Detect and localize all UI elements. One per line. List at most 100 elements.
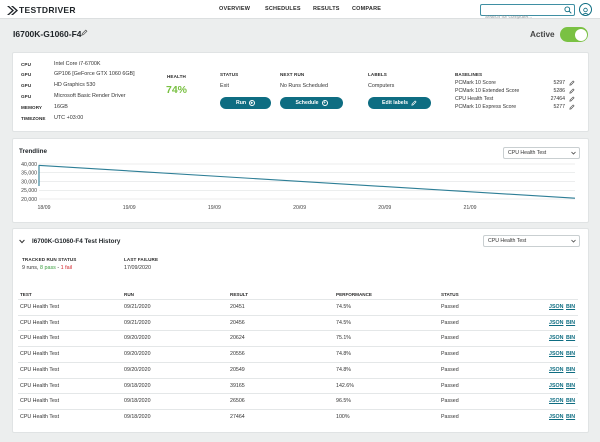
column-header: RUN bbox=[124, 292, 134, 297]
baseline-row: PCMark 10 Express Score 5277 bbox=[455, 104, 575, 111]
tracked-separator: - bbox=[55, 265, 61, 271]
logo-arrow-icon bbox=[7, 5, 18, 15]
tracked-runs-text: 9 runs, bbox=[22, 265, 40, 271]
cell-result: 20549 bbox=[230, 366, 245, 373]
table-row: CPU Health Test 09/20/2020 20556 74.8% Passe… bbox=[18, 346, 578, 361]
nav-results[interactable]: RESULTS bbox=[313, 6, 340, 12]
baseline-name: PCMark 10 Score bbox=[455, 80, 496, 86]
edit-pencil-icon bbox=[411, 100, 417, 106]
page-title: I6700K-G1060-F4 bbox=[13, 29, 82, 39]
testdriver-logo[interactable]: TESTDRIVER bbox=[7, 4, 76, 16]
table-row: CPU Health Test 09/18/2020 27464 100% Passed… bbox=[18, 408, 578, 424]
bin-link[interactable]: BIN bbox=[566, 335, 576, 342]
table-row: CPU Health Test 09/20/2020 20624 75.1% Passe… bbox=[18, 330, 578, 345]
tracked-run-status-value: 9 runs, 8 pass - 1 fail bbox=[22, 265, 72, 271]
json-link[interactable]: JSON bbox=[549, 382, 564, 389]
active-toggle[interactable] bbox=[560, 27, 588, 42]
search-input[interactable] bbox=[481, 12, 563, 23]
computer-info-card: CPU Intel Core i7-6700K GPU GP106 [GeFor… bbox=[12, 52, 589, 132]
logo-text: TESTDRIVER bbox=[19, 5, 76, 15]
spec-value: HD Graphics 530 bbox=[54, 82, 96, 88]
baseline-name: CPU Health Test bbox=[455, 96, 494, 102]
nav-compare[interactable]: COMPARE bbox=[352, 6, 382, 12]
bin-link[interactable]: BIN bbox=[566, 382, 576, 389]
x-tick-label: 20/09 bbox=[378, 205, 391, 211]
bin-link[interactable]: BIN bbox=[566, 351, 576, 358]
next-run-label: NEXT RUN bbox=[280, 72, 305, 77]
cell-result: 20624 bbox=[230, 335, 245, 342]
cell-run: 09/18/2020 bbox=[124, 382, 151, 389]
column-header: TEST bbox=[20, 292, 32, 297]
cell-run: 09/18/2020 bbox=[124, 398, 151, 405]
y-tick-label: 30,000 bbox=[21, 179, 37, 185]
bin-link[interactable]: BIN bbox=[566, 366, 576, 373]
cell-performance: 100% bbox=[336, 413, 350, 420]
column-header: PERFORMANCE bbox=[336, 292, 372, 297]
json-link[interactable]: JSON bbox=[549, 304, 564, 310]
search-icon[interactable] bbox=[564, 6, 572, 14]
table-row: CPU Health Test 09/18/2020 26506 96.5% Passe… bbox=[18, 393, 578, 408]
baseline-score: 27464 bbox=[550, 96, 565, 102]
cell-run: 09/20/2020 bbox=[124, 335, 151, 342]
edit-pencil-icon[interactable] bbox=[569, 80, 575, 86]
next-run-value: No Runs Scheduled bbox=[280, 83, 328, 89]
tracked-run-status-label: TRACKED RUN STATUS bbox=[22, 257, 77, 262]
x-tick-label: 20/09 bbox=[293, 205, 306, 211]
table-row: CPU Health Test 09/21/2020 20456 74.5% Passe… bbox=[18, 314, 578, 330]
cell-result: 20556 bbox=[230, 351, 245, 358]
trendline-card bbox=[12, 138, 589, 223]
collapse-chevron-icon[interactable] bbox=[19, 239, 25, 244]
baseline-score: 5297 bbox=[553, 80, 565, 86]
edit-pencil-icon[interactable] bbox=[569, 88, 575, 94]
json-link[interactable]: JSON bbox=[549, 366, 564, 373]
play-icon: ▸ bbox=[249, 99, 256, 106]
history-test-select[interactable]: CPU Health Test bbox=[483, 235, 580, 247]
trendline-test-select[interactable]: CPU Health Test bbox=[503, 147, 580, 159]
edit-labels-button[interactable]: Edit labels bbox=[368, 97, 431, 109]
table-row: CPU Health Test 09/20/2020 20549 74.8% Passe… bbox=[18, 361, 578, 377]
cell-run: 09/21/2020 bbox=[124, 304, 151, 310]
bin-link[interactable]: BIN bbox=[566, 304, 576, 310]
schedule-button[interactable]: Schedule + bbox=[280, 97, 343, 109]
toggle-knob bbox=[574, 28, 587, 41]
cell-test: CPU Health Test bbox=[20, 319, 60, 326]
cell-status: Passed bbox=[441, 335, 459, 342]
cell-test: CPU Health Test bbox=[20, 335, 60, 342]
tracked-pass-text: 8 pass bbox=[39, 265, 56, 271]
run-button-label: Run bbox=[235, 100, 247, 106]
chevron-down-icon bbox=[571, 239, 576, 243]
user-icon bbox=[582, 7, 589, 16]
json-link[interactable]: JSON bbox=[549, 413, 564, 420]
json-link[interactable]: JSON bbox=[549, 398, 564, 405]
bin-link[interactable]: BIN bbox=[566, 413, 576, 420]
run-button[interactable]: Run ▸ bbox=[220, 97, 271, 109]
cell-status: Passed bbox=[441, 366, 459, 373]
edit-pencil-icon[interactable] bbox=[81, 29, 88, 36]
edit-pencil-icon[interactable] bbox=[569, 104, 575, 110]
spec-label: GPU bbox=[21, 72, 32, 77]
cell-test: CPU Health Test bbox=[20, 398, 60, 405]
cell-performance: 96.5% bbox=[336, 398, 352, 405]
cell-performance: 74.8% bbox=[336, 366, 352, 373]
bin-link[interactable]: BIN bbox=[566, 398, 576, 405]
json-link[interactable]: JSON bbox=[549, 335, 564, 342]
cell-result: 20456 bbox=[230, 319, 245, 326]
cell-run: 09/18/2020 bbox=[124, 413, 151, 420]
edit-pencil-icon[interactable] bbox=[569, 96, 575, 102]
cell-status: Passed bbox=[441, 319, 459, 326]
baseline-name: PCMark 10 Extended Score bbox=[455, 88, 520, 94]
spec-value: Microsoft Basic Render Driver bbox=[54, 93, 126, 99]
x-tick-label: 21/09 bbox=[464, 205, 477, 211]
search-box bbox=[480, 4, 575, 23]
baseline-score: 5286 bbox=[553, 88, 565, 94]
baseline-row: PCMark 10 Score 5297 bbox=[455, 80, 575, 87]
nav-schedules[interactable]: SCHEDULES bbox=[265, 6, 301, 12]
trendline-select-value: CPU Health Test bbox=[508, 150, 547, 156]
bin-link[interactable]: BIN bbox=[566, 319, 576, 326]
cell-performance: 75.1% bbox=[336, 335, 352, 342]
json-link[interactable]: JSON bbox=[549, 351, 564, 358]
cell-performance: 142.6% bbox=[336, 382, 354, 389]
json-link[interactable]: JSON bbox=[549, 319, 564, 326]
nav-overview[interactable]: OVERVIEW bbox=[219, 6, 251, 12]
user-avatar-button[interactable] bbox=[579, 3, 592, 16]
